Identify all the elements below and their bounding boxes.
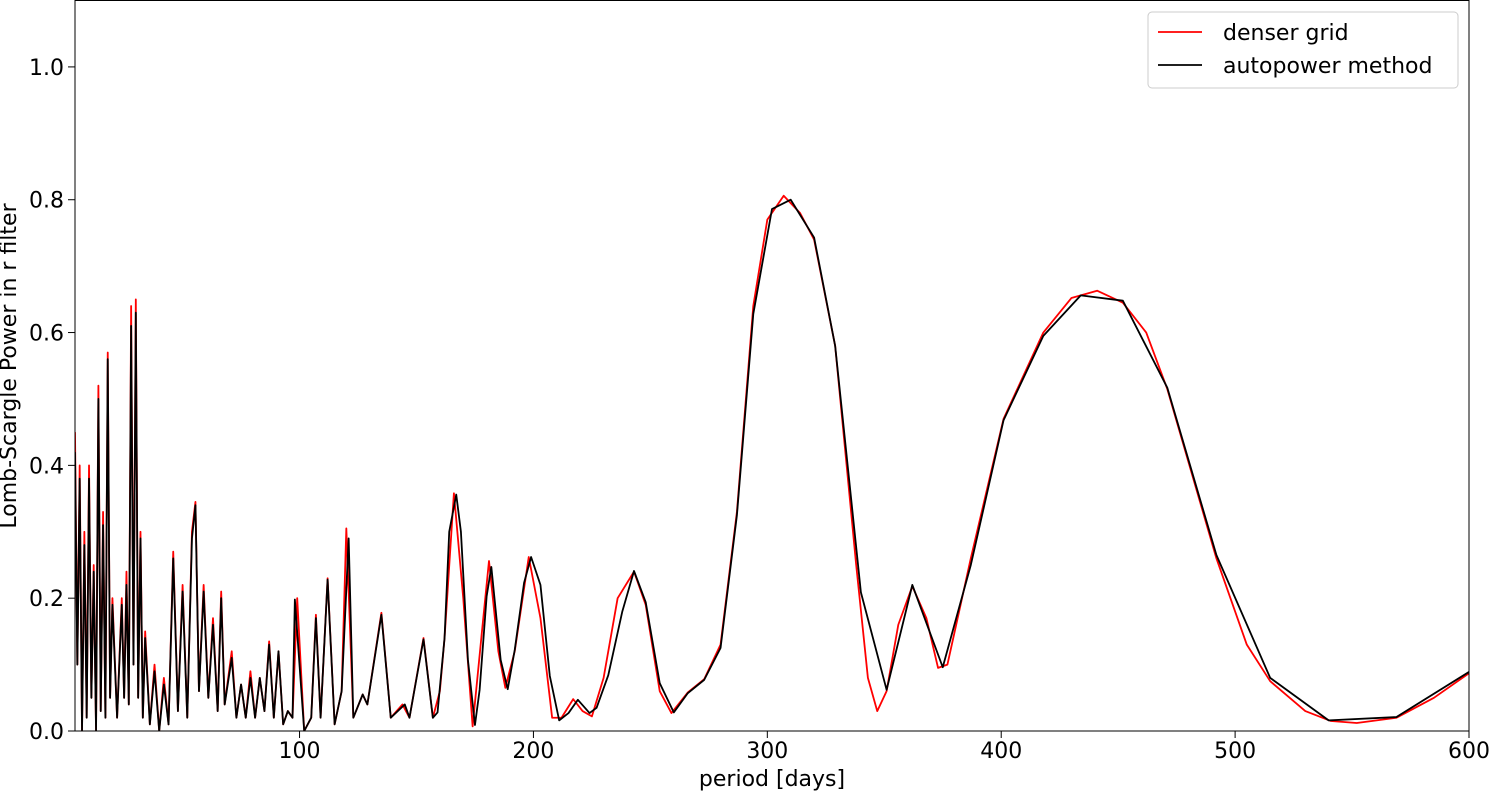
line-series: [75, 194, 1469, 731]
legend-label: autopower method: [1223, 54, 1432, 79]
legend-label: denser grid: [1223, 21, 1349, 46]
y-tick-label: 0.6: [29, 322, 64, 347]
legend-box: [1147, 11, 1459, 89]
x-tick-label: 400: [980, 739, 1022, 764]
x-tick-label: 500: [1214, 739, 1256, 764]
plot-frame: [74, 0, 1470, 732]
x-tick-label: 100: [279, 739, 321, 764]
y-tick-label: 1.0: [29, 56, 64, 81]
y-tick-label: 0.2: [29, 587, 64, 612]
x-axis-label: period [days]: [699, 767, 845, 792]
x-tick-label: 600: [1448, 739, 1490, 764]
y-tick-label: 0.0: [29, 720, 64, 745]
x-tick-label: 300: [746, 739, 788, 764]
y-tick-label: 0.4: [29, 454, 64, 479]
y-axis-label: Lomb-Scargle Power in r filter: [0, 202, 22, 528]
line-series: [75, 198, 1469, 731]
x-tick-label: 200: [512, 739, 554, 764]
y-tick-label: 0.8: [29, 189, 64, 214]
